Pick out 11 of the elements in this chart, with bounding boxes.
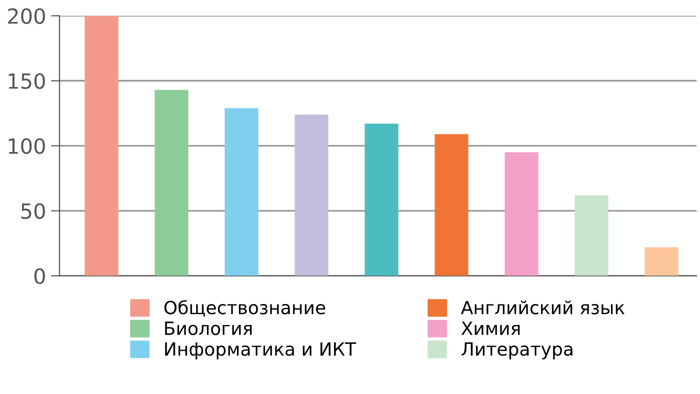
y-tick-label: 150 bbox=[8, 73, 45, 89]
y-tick-label: 0 bbox=[34, 268, 45, 284]
legend-label: Химия bbox=[461, 322, 520, 335]
legend-label: Обществознание bbox=[164, 300, 326, 317]
y-tick-label: 50 bbox=[21, 203, 45, 219]
legend-label: Английский язык bbox=[460, 300, 625, 314]
legend-label: Литература bbox=[462, 342, 572, 360]
legend-label: Биология bbox=[165, 322, 252, 336]
y-tick-label: 200 bbox=[8, 8, 45, 24]
legend-label: Информатика и ИКТ bbox=[165, 342, 356, 360]
y-tick-label: 100 bbox=[8, 138, 45, 154]
